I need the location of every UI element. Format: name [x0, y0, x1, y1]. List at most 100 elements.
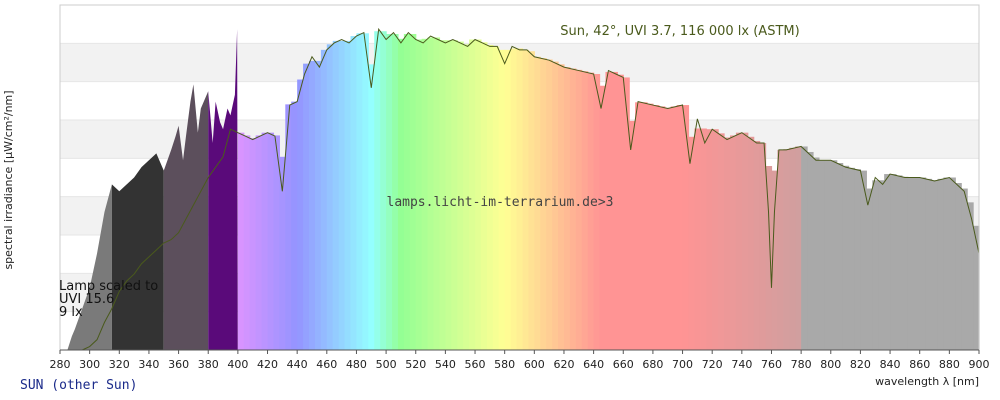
- x-tick-label: 500: [376, 358, 397, 371]
- spectrum-strip: [913, 177, 921, 350]
- x-tick-label: 360: [168, 358, 189, 371]
- x-tick-label: 720: [702, 358, 723, 371]
- spectrum-strip: [498, 49, 506, 350]
- x-tick-label: 760: [761, 358, 782, 371]
- spectrum-strip: [415, 39, 423, 350]
- x-tick-label: 580: [494, 358, 515, 371]
- x-tick-label: 560: [465, 358, 486, 371]
- spectrum-strip: [712, 129, 719, 350]
- spectrum-strip: [386, 33, 393, 350]
- spectrum-strip: [421, 38, 429, 351]
- spectrum-strip: [925, 178, 933, 350]
- spectrum-strip: [641, 102, 648, 350]
- spectrum-strip: [617, 74, 624, 350]
- spectrum-strip: [724, 137, 731, 350]
- spectrum-strip: [463, 44, 470, 350]
- spectrum-strip: [812, 157, 820, 350]
- spectrum-strip: [895, 175, 903, 350]
- x-axis-ticks: 280 300 320 340 360 380 400 420 440 460 480 500 520 5…: [50, 350, 990, 371]
- x-tick-label: 860: [909, 358, 930, 371]
- spectrum-strip: [973, 225, 980, 350]
- spectrum-strip: [961, 188, 968, 350]
- x-tick-label: 540: [435, 358, 456, 371]
- spectrum-strip: [694, 128, 701, 350]
- x-tick-label: 420: [257, 358, 278, 371]
- spectrum-strip: [706, 129, 713, 350]
- spectrum-strip: [700, 128, 707, 350]
- spectrum-strip: [397, 38, 405, 351]
- spectrum-strip: [765, 166, 773, 350]
- spectrum-strip: [777, 149, 784, 350]
- spectrum-strip: [593, 74, 601, 350]
- spectrum-strip: [356, 33, 363, 350]
- spectrum-strip: [623, 77, 630, 350]
- spectrum-strip: [729, 135, 737, 350]
- spectrum-strip: [860, 170, 867, 350]
- x-tick-label: 440: [287, 358, 308, 371]
- spectrum-strip: [931, 180, 939, 350]
- spectrum-strip: [688, 136, 696, 350]
- spectrum-strip: [528, 51, 535, 350]
- spectrum-strip: [409, 33, 417, 350]
- spectrum-strip: [249, 138, 257, 350]
- x-tick-label: 680: [642, 358, 663, 371]
- spectrum-strip: [872, 180, 879, 350]
- spectrum-strip: [789, 147, 796, 350]
- spectrum-strip: [575, 69, 583, 351]
- spectrum-strip: [267, 132, 275, 350]
- spectrum-strip: [611, 71, 618, 351]
- spectrum-strip: [350, 36, 358, 351]
- spectrum-strip: [795, 146, 802, 350]
- spectrum-strip: [291, 101, 298, 350]
- spectrum-strip: [741, 132, 749, 350]
- x-tick-label: 320: [109, 358, 130, 371]
- spectrum-strip: [433, 37, 441, 351]
- spectrum-strip: [866, 188, 873, 350]
- spectrum-strip: [368, 64, 375, 350]
- spectrum-strip: [504, 49, 512, 350]
- spectrum-strip: [937, 178, 945, 350]
- spectrum-strip: [273, 135, 280, 350]
- spectrum-strip: [967, 202, 974, 350]
- sun-line: [82, 27, 980, 351]
- spectrum-strip: [285, 104, 292, 350]
- spectrum-strip: [842, 165, 850, 350]
- spectrum-strip: [783, 149, 790, 350]
- spectrum-strip: [344, 40, 352, 350]
- spectrum-strip: [682, 105, 690, 350]
- lamp-spectrum: [67, 29, 238, 350]
- spectrum-strip: [747, 136, 755, 350]
- lamp-annotation-line1: Lamp scaled to: [59, 279, 158, 294]
- spectrum-strip: [830, 160, 838, 350]
- spectrum-strip: [919, 177, 927, 350]
- spectrum-strip: [332, 40, 340, 350]
- spectrum-strip: [486, 45, 494, 351]
- spectrum-strip: [297, 79, 304, 351]
- spectrum-strip: [890, 174, 897, 350]
- x-tick-label: 340: [138, 358, 159, 371]
- spectrum-strip: [646, 103, 654, 350]
- spectrum-strip: [243, 135, 251, 350]
- x-tick-label: 480: [346, 358, 367, 371]
- spectrum-strip: [718, 133, 725, 350]
- spectrum-strip: [955, 183, 962, 350]
- spectrum-strip: [599, 85, 607, 350]
- spectrum-strip: [403, 33, 411, 350]
- x-axis-label: wavelength λ [nm]: [875, 375, 979, 388]
- lamp-area: [67, 184, 112, 350]
- x-tick-label: 520: [405, 358, 426, 371]
- visible-spectrum-bands: [237, 31, 980, 351]
- sun-annotation: Sun, 42°, UVI 3.7, 116 000 lx (ASTM): [560, 24, 799, 39]
- spectrum-strip: [807, 151, 814, 350]
- spectrum-strip: [374, 31, 381, 350]
- y-axis-label: spectral irradiance [µW/cm²/nm]: [2, 90, 15, 269]
- spectrum-strip: [670, 106, 678, 351]
- lamp-area: [208, 29, 238, 350]
- spectrum-strip: [581, 71, 589, 351]
- x-tick-label: 840: [880, 358, 901, 371]
- spectrum-strip: [587, 72, 595, 351]
- spectrum-strip: [480, 42, 488, 350]
- footer-link[interactable]: SUN (other Sun): [20, 378, 137, 393]
- spectrum-strip: [469, 39, 476, 350]
- lamp-area: [111, 153, 164, 350]
